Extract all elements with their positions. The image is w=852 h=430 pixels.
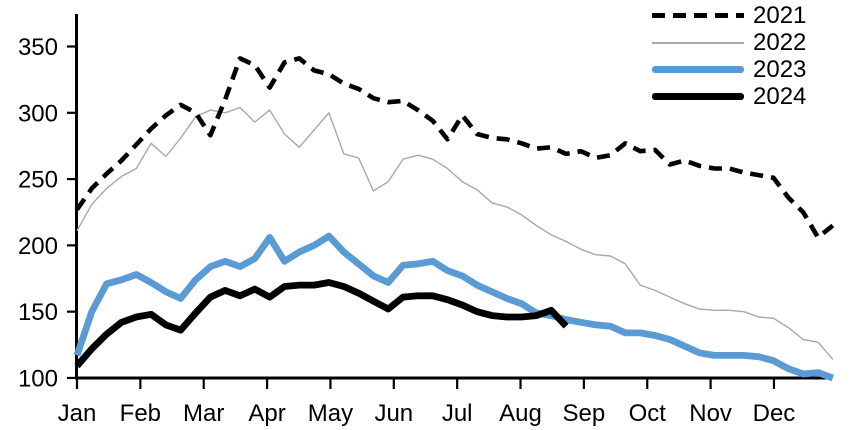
- series-line-2024: [74, 279, 569, 369]
- y-axis: 100 150 200 250 300 350: [18, 34, 75, 392]
- legend-line-dashed-icon: [652, 13, 744, 18]
- legend-row-2021: 2021: [652, 2, 806, 29]
- x-tick-label: Jul: [442, 400, 473, 427]
- legend-row-2023: 2023: [652, 56, 806, 83]
- legend: 2021 2022 2023 2024: [652, 2, 806, 110]
- y-tick-label: 300: [18, 100, 58, 127]
- x-axis: Jan Feb Mar Apr May Jun Jul Aug Sep Oct Nov Dec: [58, 379, 796, 427]
- x-tick-label: Aug: [499, 400, 542, 427]
- x-tick-label: Dec: [753, 400, 796, 427]
- legend-label-2024: 2024: [753, 82, 807, 110]
- legend-label-2021: 2021: [753, 1, 807, 29]
- y-tick-label: 150: [18, 299, 58, 326]
- x-tick-label: Nov: [689, 400, 732, 427]
- legend-line-blue-icon: [652, 66, 744, 73]
- y-tick-label: 250: [18, 167, 58, 194]
- legend-line-thin-icon: [652, 41, 744, 44]
- legend-label-2022: 2022: [753, 28, 807, 56]
- series-line-2022: [76, 106, 834, 360]
- legend-row-2022: 2022: [652, 29, 806, 56]
- legend-row-2024: 2024: [652, 83, 806, 110]
- x-tick-label: Oct: [629, 400, 667, 427]
- series-line-2021: [75, 56, 835, 240]
- x-tick-label: Apr: [248, 400, 285, 427]
- y-tick-label: 200: [18, 233, 58, 260]
- x-tick-label: Mar: [183, 400, 224, 427]
- x-tick-label: May: [308, 400, 353, 427]
- y-tick-label: 350: [18, 34, 58, 61]
- x-tick-label: Sep: [563, 400, 606, 427]
- legend-label-2023: 2023: [753, 55, 807, 83]
- legend-line-black-icon: [652, 93, 744, 100]
- x-tick-label: Feb: [120, 400, 161, 427]
- axes: [75, 14, 826, 380]
- x-tick-label: Jun: [374, 400, 413, 427]
- x-tick-label: Jan: [58, 400, 97, 427]
- series-line-2023: [73, 232, 834, 382]
- y-tick-label: 100: [18, 365, 58, 392]
